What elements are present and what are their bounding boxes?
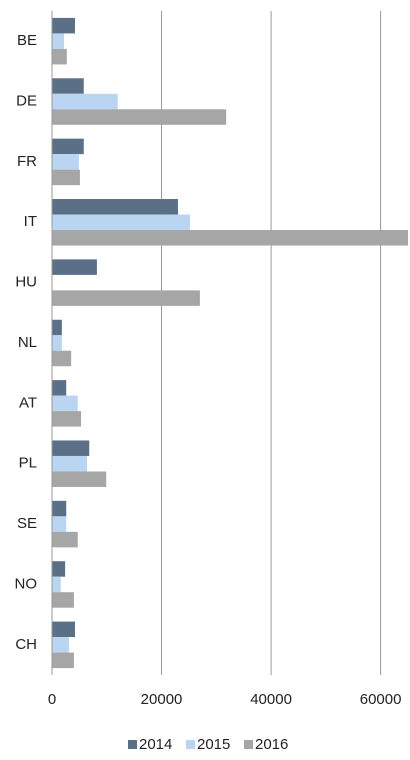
- bar: [52, 652, 74, 669]
- legend-label: 2014: [139, 736, 172, 753]
- bar: [52, 516, 67, 532]
- bar: [52, 290, 200, 306]
- bar: [52, 109, 227, 125]
- y-tick-label: NO: [15, 575, 38, 592]
- bar: [52, 350, 72, 367]
- bar: [52, 169, 80, 186]
- bar: [52, 230, 408, 246]
- y-tick-label: SE: [17, 515, 37, 532]
- bar: [52, 440, 90, 456]
- bar: [52, 411, 82, 427]
- bar: [52, 93, 118, 110]
- x-tick-label: 60000: [360, 691, 402, 708]
- bar: [52, 531, 78, 548]
- y-tick-label: PL: [19, 455, 37, 472]
- legend-label: 2015: [197, 736, 230, 753]
- bar: [52, 259, 97, 275]
- bar: [52, 17, 76, 34]
- bar: [52, 319, 62, 336]
- legend-label: 2016: [255, 736, 288, 753]
- y-tick-label: BE: [17, 32, 37, 49]
- y-tick-label: FR: [17, 153, 37, 170]
- y-tick-label: HU: [15, 274, 37, 291]
- bar: [52, 455, 88, 472]
- bar: [52, 78, 84, 94]
- bar: [52, 471, 107, 487]
- bar: [52, 380, 67, 396]
- bar: [52, 335, 62, 351]
- legend-swatch: [186, 740, 195, 749]
- bar: [52, 48, 67, 65]
- bar: [52, 395, 78, 412]
- bar: [52, 199, 178, 215]
- bar: [52, 138, 84, 155]
- bar: [52, 214, 191, 231]
- y-tick-label: DE: [16, 93, 37, 110]
- y-tick-label: NL: [18, 334, 37, 351]
- bar: [52, 592, 74, 608]
- x-tick-label: 0: [48, 691, 56, 708]
- bar: [52, 33, 65, 49]
- bar: [52, 500, 67, 517]
- legend-swatch: [128, 740, 137, 749]
- x-tick-label: 20000: [141, 691, 183, 708]
- bar: [52, 576, 61, 593]
- x-tick-label: 40000: [250, 691, 292, 708]
- y-tick-label: IT: [24, 213, 37, 230]
- bar: [52, 621, 76, 638]
- bar: [52, 154, 79, 170]
- y-tick-label: CH: [15, 636, 37, 653]
- y-tick-label: AT: [19, 394, 37, 411]
- bar: [52, 561, 66, 577]
- legend-swatch: [244, 740, 253, 749]
- bar: [52, 637, 69, 653]
